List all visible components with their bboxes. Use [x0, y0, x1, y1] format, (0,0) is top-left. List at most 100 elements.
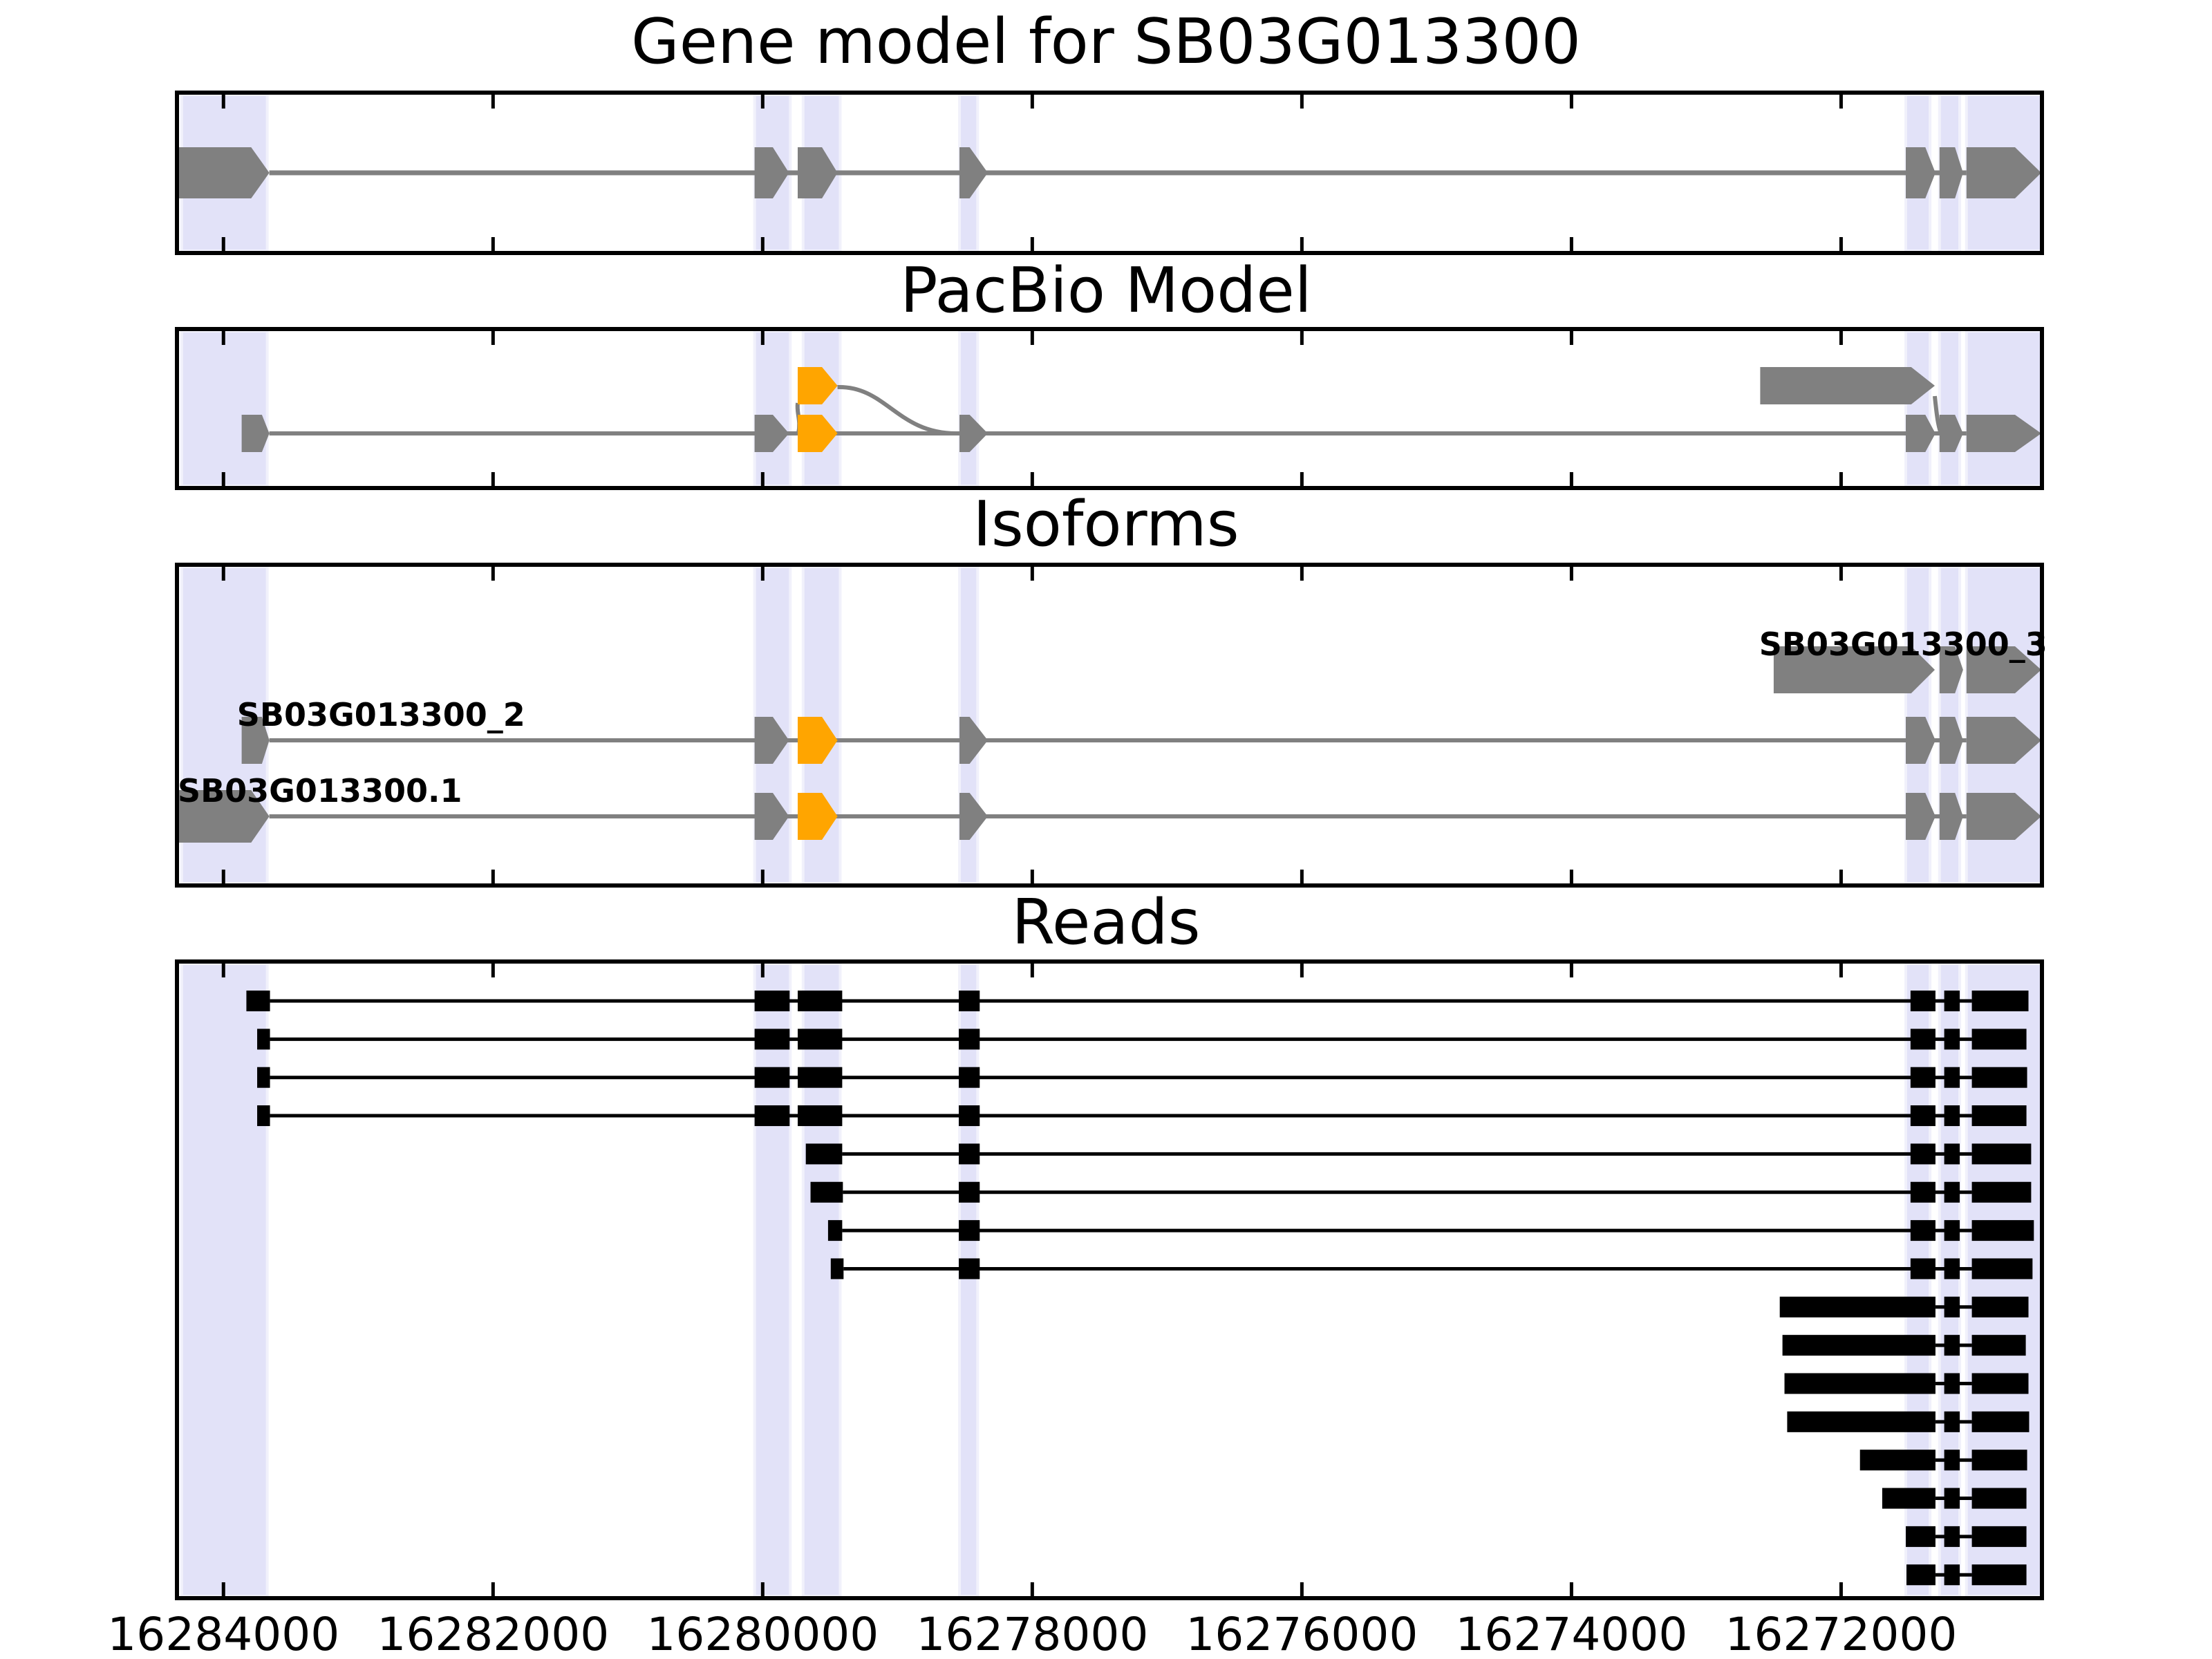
- read-block: [1971, 1181, 2032, 1203]
- read-block: [1944, 1296, 1960, 1318]
- isoform-exon: [959, 717, 988, 764]
- read-block: [1944, 991, 1960, 1011]
- read-block: [959, 1220, 980, 1241]
- read-block: [1971, 1220, 2034, 1241]
- read-block: [959, 1067, 980, 1088]
- read-block: [1971, 1296, 2029, 1318]
- isoform-exon: [754, 717, 789, 764]
- gene-exon: [754, 147, 789, 198]
- read-block: [1910, 1143, 1936, 1165]
- isoform-exon: [1906, 793, 1936, 840]
- reads-title: Reads: [1011, 886, 1201, 959]
- isoform-exon: [798, 717, 838, 764]
- read-block: [1971, 1450, 2027, 1471]
- isoform-label: SB03G013300_3: [1759, 626, 2047, 663]
- isoform-exon: [1939, 646, 1963, 693]
- read-block: [257, 1105, 270, 1127]
- highlight-band: [801, 330, 842, 487]
- x-tick-label: 16276000: [1185, 1608, 1418, 1659]
- read-block: [754, 1067, 790, 1088]
- read-block: [959, 1143, 980, 1165]
- highlight-band: [753, 330, 792, 487]
- read-block: [1944, 1258, 1960, 1280]
- highlight-band: [180, 962, 269, 1597]
- isoform-exon: [1906, 717, 1936, 764]
- read-block: [1971, 1067, 2027, 1088]
- read-block: [1910, 1029, 1936, 1050]
- read-block: [798, 1105, 843, 1127]
- read-block: [810, 1181, 843, 1203]
- highlight-band: [1965, 330, 2043, 487]
- gene-exon: [1966, 147, 2041, 198]
- read-block: [1910, 991, 1936, 1011]
- read-block: [1971, 1411, 2030, 1432]
- read-block: [1782, 1335, 1936, 1356]
- gene-model-title: Gene model for SB03G013300: [630, 6, 1582, 78]
- read-block: [805, 1143, 843, 1165]
- read-block: [1944, 1105, 1960, 1127]
- panel-gene-model: [175, 91, 2044, 255]
- splice-curve: [837, 384, 957, 435]
- read-block: [830, 1258, 844, 1280]
- pacbio-exon: [959, 415, 988, 452]
- read-block: [827, 1220, 843, 1241]
- read-block: [959, 1258, 980, 1280]
- read-block: [246, 991, 270, 1011]
- read-block: [1910, 1258, 1936, 1280]
- x-tick-label: 16280000: [646, 1608, 879, 1659]
- read-block: [1906, 1526, 1936, 1547]
- read-block: [1944, 1029, 1960, 1050]
- pacbio-exon: [1966, 415, 2041, 452]
- read-block: [1779, 1296, 1936, 1318]
- read-block: [754, 1029, 790, 1050]
- panel-border: [175, 327, 2044, 490]
- highlight-band: [958, 962, 980, 1597]
- isoform-exon: [241, 717, 270, 764]
- highlight-band: [958, 330, 980, 487]
- panel-border: [175, 91, 2044, 255]
- isoform-label: SB03G013300_2: [236, 696, 525, 733]
- read-block: [1910, 1220, 1936, 1241]
- panel-reads: [175, 959, 2044, 1600]
- panel-border: [175, 563, 2044, 888]
- read-block: [1859, 1450, 1936, 1471]
- read-block: [1971, 1029, 2027, 1050]
- isoform-exon: [1939, 717, 1963, 764]
- isoform-exon: [1939, 793, 1963, 840]
- pacbio-exon: [754, 415, 789, 452]
- panel-isoforms: [175, 563, 2044, 888]
- pacbio-elevated-exon: [798, 367, 838, 404]
- isoform-exon: [1966, 646, 2041, 693]
- gene-exon: [177, 147, 270, 198]
- isoforms-title: Isoforms: [973, 488, 1239, 561]
- read-block: [798, 991, 843, 1011]
- read-block: [798, 1067, 843, 1088]
- read-block: [1944, 1450, 1960, 1471]
- x-tick-label: 16282000: [377, 1608, 610, 1659]
- highlight-band: [1938, 330, 1962, 487]
- gene-exon: [1939, 147, 1963, 198]
- pacbio-elevated-exon: [1760, 367, 1935, 404]
- read-block: [1971, 1373, 2029, 1394]
- isoform-exon: [959, 793, 988, 840]
- read-block: [1971, 1488, 2027, 1509]
- read-block: [1971, 1258, 2033, 1280]
- pacbio-exon: [1939, 415, 1963, 452]
- read-block: [1944, 1143, 1960, 1165]
- read-block: [1971, 1564, 2027, 1586]
- read-block: [1971, 1335, 2026, 1356]
- read-block: [1910, 1105, 1936, 1127]
- read-block: [1787, 1411, 1936, 1432]
- highlight-band: [801, 962, 842, 1597]
- isoform-label: SB03G013300.1: [177, 772, 462, 809]
- x-tick-label: 16272000: [1725, 1608, 1958, 1659]
- isoform-exon: [1966, 793, 2041, 840]
- read-block: [754, 991, 790, 1011]
- gene-exon: [1906, 147, 1936, 198]
- highlight-band: [1904, 330, 1932, 487]
- read-block: [959, 1029, 980, 1050]
- read-block: [1784, 1373, 1936, 1394]
- read-block: [257, 1067, 270, 1088]
